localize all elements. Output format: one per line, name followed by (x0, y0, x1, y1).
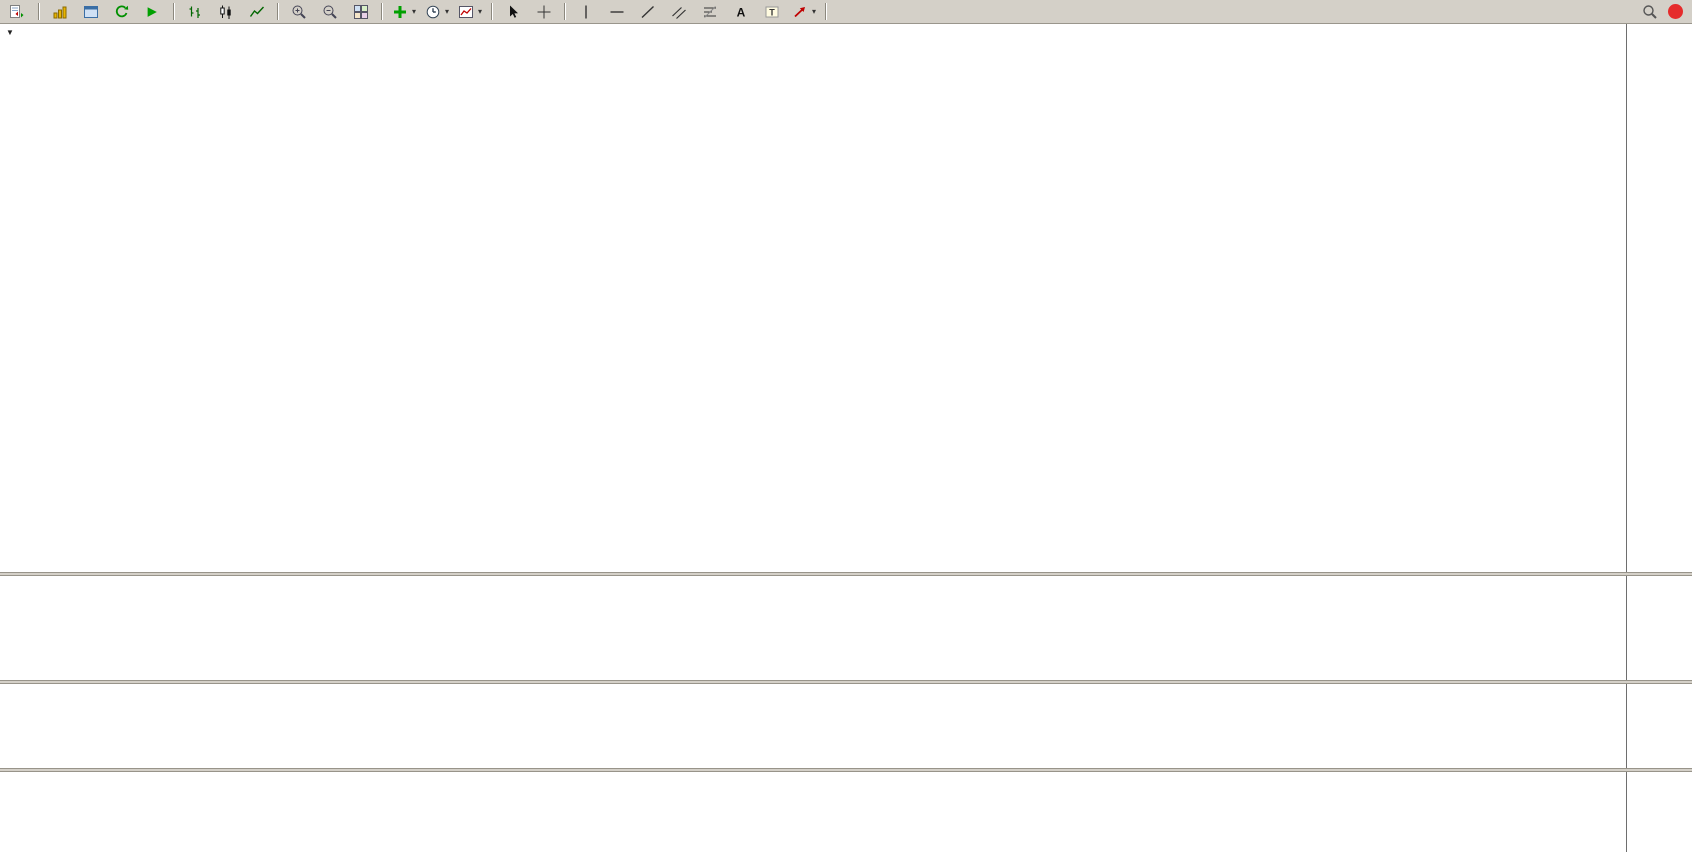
channel-icon (672, 6, 686, 19)
arrow-object-icon (794, 6, 806, 17)
vertical-line-icon (585, 5, 587, 18)
fibonacci-tool-button[interactable] (695, 1, 725, 23)
dropdown-caret-icon: ▾ (445, 7, 450, 16)
crosshair-button[interactable] (529, 1, 559, 23)
refresh-icon (115, 4, 129, 17)
new-order-icon (9, 4, 23, 18)
toolbar-separator (173, 3, 175, 20)
candlestick-mode-button[interactable] (211, 1, 241, 23)
horizontal-line-icon (610, 10, 624, 13)
chart-menu-icon[interactable]: ▼ (6, 28, 14, 37)
chart-window: ▼ (0, 24, 1692, 852)
fibonacci-icon (704, 5, 717, 18)
profiles-button[interactable] (76, 1, 106, 23)
toolbar-separator (491, 3, 494, 20)
zoom-in-icon (292, 5, 306, 19)
panel-splitter[interactable] (0, 680, 1692, 684)
toolbar-separator (564, 3, 567, 20)
label-icon: T (765, 6, 779, 17)
candlestick-icon (220, 5, 231, 19)
ohlc-bars-icon (189, 6, 200, 18)
dropdown-caret-icon: ▾ (412, 7, 417, 16)
svg-text:A: A (737, 5, 746, 19)
periods-button[interactable]: ▾ (421, 1, 453, 23)
add-indicator-icon (394, 5, 406, 18)
macd-panel[interactable] (0, 576, 1626, 680)
tile-windows-icon (354, 4, 368, 19)
toolbar-separator (277, 3, 279, 20)
indicators-button[interactable]: ▾ (388, 1, 420, 23)
notification-badge[interactable] (1668, 4, 1683, 19)
panel-splitter[interactable] (0, 572, 1692, 576)
chart-title-bar: ▼ (6, 28, 28, 37)
candlestick-chart[interactable] (0, 24, 1626, 572)
refresh-button[interactable] (107, 1, 137, 23)
crosshair-icon (537, 5, 551, 18)
bar-graph-icon (53, 6, 67, 18)
clock-icon (426, 5, 440, 18)
trendline-tool-button[interactable] (633, 1, 663, 23)
zoom-in-button[interactable] (284, 1, 314, 23)
channel-tool-button[interactable] (664, 1, 694, 23)
bar-chart-mode-button[interactable] (180, 1, 210, 23)
panel-splitter[interactable] (0, 768, 1692, 772)
templates-button[interactable]: ▾ (454, 1, 486, 23)
trendline-icon (641, 5, 655, 18)
rsi-indicator-label (5, 687, 11, 699)
cursor-arrow-icon (510, 5, 519, 18)
window-profile-icon (84, 5, 98, 18)
search-icon (1643, 4, 1657, 19)
autotrading-button[interactable] (138, 1, 168, 23)
tile-windows-button[interactable] (346, 1, 376, 23)
rsi-panel[interactable] (0, 684, 1626, 768)
time-axis[interactable] (0, 772, 1626, 794)
zoom-out-icon (323, 5, 337, 19)
arrows-tool-button[interactable]: ▾ (788, 1, 820, 23)
toolbar-separator (825, 3, 828, 20)
cursor-button[interactable] (498, 1, 528, 23)
toolbar-separator (381, 3, 383, 20)
toolbar: ▾ ▾ ▾ (0, 0, 1692, 24)
dropdown-caret-icon: ▾ (812, 7, 817, 16)
vertical-line-tool-button[interactable] (571, 1, 601, 23)
line-chart-icon (249, 6, 265, 17)
price-axis[interactable] (1626, 24, 1692, 852)
macd-indicator-label (5, 580, 17, 592)
charts-button[interactable] (45, 1, 75, 23)
toolbar-separator (38, 3, 40, 20)
search-button[interactable] (1635, 1, 1665, 23)
template-icon (459, 5, 474, 18)
autotrading-play-icon (147, 6, 157, 17)
new-order-button[interactable] (3, 1, 33, 23)
text-tool-button[interactable]: A (726, 1, 756, 23)
zoom-out-button[interactable] (315, 1, 345, 23)
horizontal-line-tool-button[interactable] (602, 1, 632, 23)
dropdown-caret-icon: ▾ (478, 7, 483, 16)
svg-text:T: T (769, 7, 775, 17)
text-icon: A (737, 5, 746, 19)
line-chart-mode-button[interactable] (242, 1, 272, 23)
label-tool-button[interactable]: T (757, 1, 787, 23)
